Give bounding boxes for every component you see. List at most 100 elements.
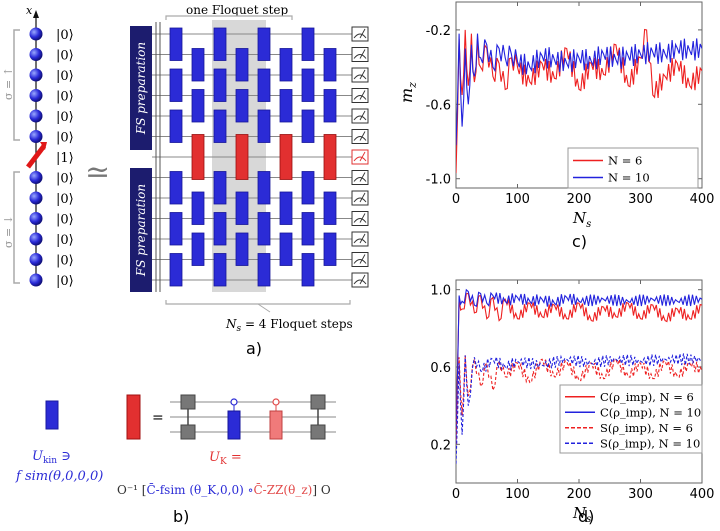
legend-label: N = 6: [608, 154, 642, 168]
ukin-gate-circuit: [235, 89, 249, 123]
ukin-gate-circuit: [323, 232, 337, 266]
fs-preparation-block: FS preparation: [130, 168, 152, 292]
fs-prep-rect: [130, 168, 152, 292]
ukin-gate-circuit: [323, 48, 337, 82]
y-tick-label: 0.6: [430, 361, 451, 376]
meter-needle: [359, 274, 366, 285]
sigma-down-bracket: σ = ↓: [2, 171, 20, 284]
panel-d-label: d): [578, 507, 594, 526]
x-tick-label: 0: [452, 487, 460, 502]
measurement-icon: [351, 108, 369, 124]
series-line: [456, 292, 702, 426]
x-tick-label: 300: [628, 192, 653, 207]
ket-label: |0⟩: [56, 254, 74, 269]
ukin-gate-circuit: [323, 89, 337, 123]
ukin-gate-circuit: [257, 27, 271, 61]
legend-label: N = 10: [608, 171, 650, 185]
legend-label: C(ρ_imp), N = 6: [600, 390, 694, 404]
measurement-icon: [351, 129, 369, 144]
ket-label: |0⟩: [56, 28, 74, 43]
uk-gate-circuit: [235, 134, 249, 180]
uk-gate: [126, 394, 141, 440]
meter-needle: [359, 151, 366, 162]
x-tick-label: 100: [505, 192, 530, 207]
legend-box: [567, 147, 699, 189]
y-axis-label: mz: [397, 82, 419, 103]
meter-needle: [359, 233, 366, 244]
meter-arc: [353, 279, 367, 285]
ukin-gate-circuit: [191, 191, 205, 225]
axis-x-label: x: [26, 4, 33, 17]
legend-label: S(ρ_imp), N = 10: [600, 436, 700, 450]
ukin-gate-circuit: [213, 253, 227, 287]
measurement-icon: [351, 252, 369, 267]
floquet-step-bracket: [165, 15, 293, 20]
o-transform-gate: [310, 394, 326, 440]
ukin-gate-circuit: [169, 109, 183, 143]
meter-needle: [359, 69, 366, 80]
control-dot: [272, 398, 280, 406]
x-tick-label: 400: [690, 192, 715, 207]
quantum-circuit: FS preparation FS preparation: [130, 20, 369, 292]
ukin-gate-circuit: [235, 48, 249, 82]
site-ball: [29, 253, 43, 266]
ukin-gate-circuit: [257, 212, 271, 246]
meter-arc: [353, 74, 367, 80]
ket-label: |0⟩: [56, 213, 74, 228]
ukin-gate-circuit: [191, 48, 205, 82]
measurement-icon: [351, 88, 369, 103]
uk-gate-circuit: [323, 134, 337, 180]
uk-gate-circuit: [279, 134, 293, 180]
measurement-icon: [351, 231, 369, 247]
meter-arc: [353, 177, 367, 182]
site-ball: [29, 109, 43, 123]
sigma-up-label: σ = ↑: [2, 67, 15, 100]
site-ball: [29, 212, 43, 225]
c-zz-gate: [269, 410, 283, 440]
spin-chain: x: [26, 4, 47, 287]
o-box: [180, 424, 196, 440]
site-ball: [29, 89, 43, 102]
x-tick-label: 200: [567, 487, 592, 502]
legend-label: S(ρ_imp), N = 6: [600, 421, 693, 435]
meter-arc: [353, 54, 367, 59]
fs-preparation-block: FS preparation: [130, 26, 152, 150]
ns-bracket: [165, 300, 351, 305]
x-tick-label: 100: [505, 487, 530, 502]
measurement-icon: [351, 67, 369, 83]
ukin-gate-circuit: [279, 191, 293, 225]
x-tick-label: 400: [690, 487, 715, 502]
meter-needle: [359, 49, 366, 59]
ukin-gate-circuit: [257, 109, 271, 143]
ukin-gate-circuit: [169, 171, 183, 205]
meter-arc: [353, 95, 367, 100]
meter-arc: [353, 238, 367, 244]
meter-needle: [359, 172, 366, 182]
o-box: [310, 394, 326, 410]
control-dot: [230, 398, 238, 406]
series-group: [456, 288, 702, 464]
ukin-gate-circuit: [279, 48, 293, 82]
site-ball: [29, 273, 43, 287]
series-group: [456, 28, 702, 174]
series-line: [456, 353, 702, 464]
site-ball: [29, 27, 43, 41]
measurement-icon: [351, 26, 369, 42]
ukin-gate-circuit: [301, 27, 315, 61]
ukin-gate-circuit: [213, 27, 227, 61]
site-ball: [29, 130, 43, 143]
uk-expression: O⁻¹ [C̄-fsim (θ_K,0,0) ∘C̄-ZZ(θ_z)] O: [117, 482, 331, 497]
fs-prep-label: FS preparation: [134, 42, 148, 135]
ukin-gate-circuit: [213, 109, 227, 143]
x-tick-label: 300: [628, 487, 653, 502]
site-ball: [29, 68, 43, 82]
meter-arc: [353, 33, 367, 39]
panel-b-label: b): [173, 507, 189, 526]
ns-steps-label: Ns = 4 Floquet steps: [225, 317, 353, 334]
meter-needle: [359, 192, 366, 203]
ukin-gate-circuit: [257, 171, 271, 205]
x-axis-label: Ns: [572, 209, 591, 230]
y-tick-label: 1.0: [430, 284, 451, 299]
meter-needle: [359, 254, 366, 264]
